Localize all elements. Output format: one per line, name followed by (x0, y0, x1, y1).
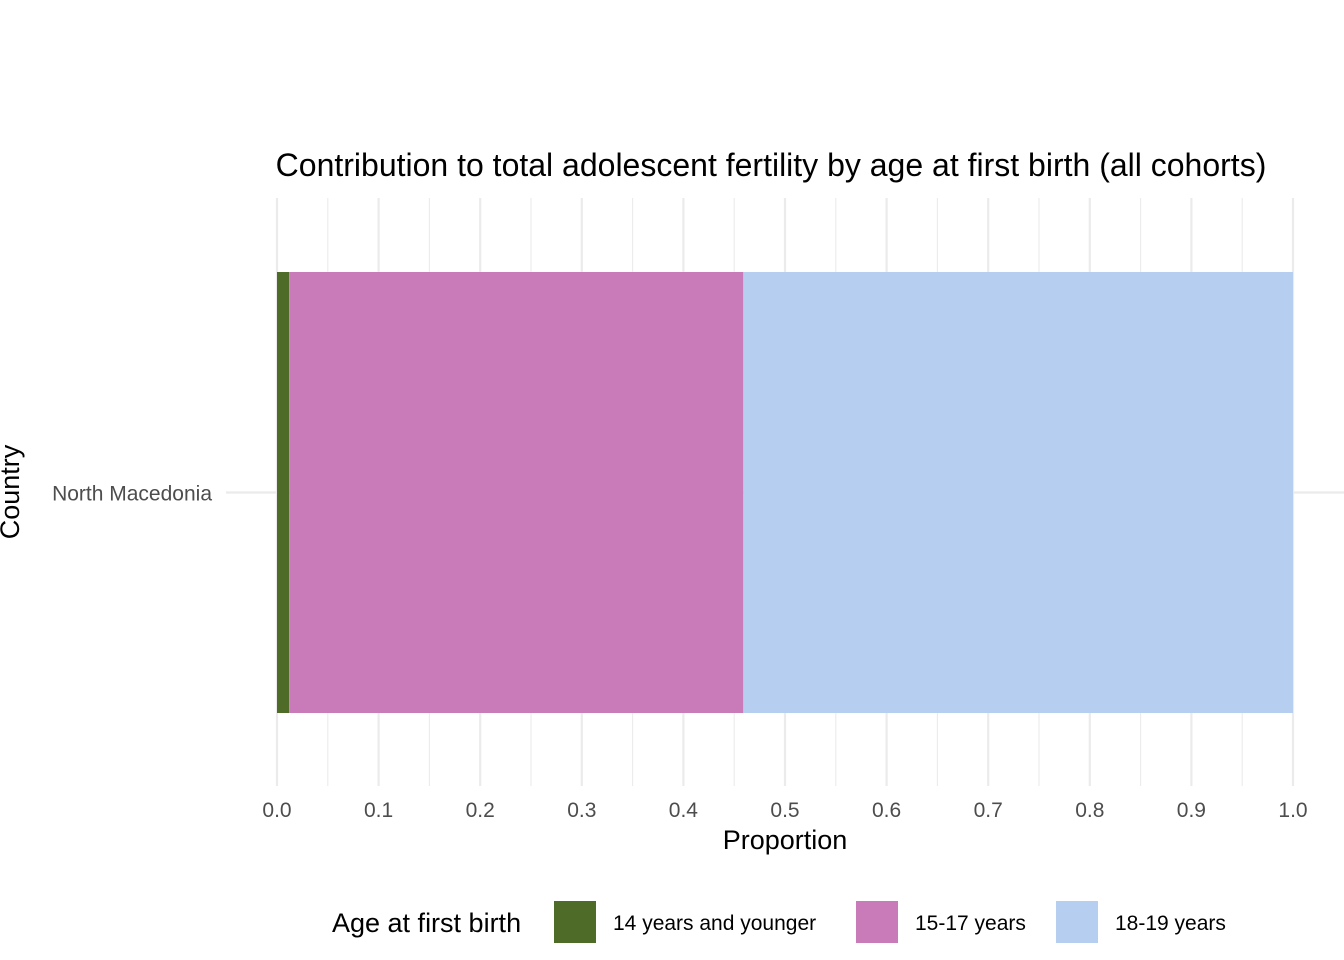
x-tick-label: 0.1 (364, 799, 393, 822)
legend-label: 14 years and younger (613, 912, 816, 935)
x-tick-label: 0.6 (872, 799, 901, 822)
legend-title: Age at first birth (332, 908, 521, 938)
x-tick-label: 0.2 (466, 799, 495, 822)
x-axis-tick-labels: 0.0 0.1 0.2 0.3 0.4 0.5 0.6 0.7 0.8 0.9 1.0 (262, 799, 1307, 822)
bar-segment (289, 272, 744, 713)
x-tick-label: 1.0 (1278, 799, 1307, 822)
y-tick-label: North Macedonia (52, 483, 212, 506)
x-axis-title: Proportion (723, 825, 848, 855)
bar-segment (277, 272, 290, 713)
legend-key (856, 901, 898, 943)
x-tick-label: 0.8 (1075, 799, 1104, 822)
chart-title: Contribution to total adolescent fertili… (276, 147, 1267, 183)
y-axis-tick-labels: North Macedonia (52, 483, 212, 506)
x-tick-label: 0.7 (974, 799, 1003, 822)
y-axis-title: Country (0, 444, 25, 539)
bar-segments (277, 272, 1293, 713)
x-tick-label: 0.0 (262, 799, 291, 822)
legend-key (1056, 901, 1098, 943)
x-tick-label: 0.9 (1177, 799, 1206, 822)
legend-label: 15-17 years (915, 912, 1026, 935)
legend-key (554, 901, 596, 943)
x-tick-label: 0.5 (770, 799, 799, 822)
x-tick-label: 0.4 (669, 799, 699, 822)
legend-items: 14 years and younger 15-17 years 18-19 yea… (554, 901, 1226, 943)
bar-segment (743, 272, 1293, 713)
legend-label: 18-19 years (1115, 912, 1226, 935)
x-tick-label: 0.3 (567, 799, 596, 822)
legend: Age at first birth 14 years and younger 1… (332, 901, 1226, 943)
